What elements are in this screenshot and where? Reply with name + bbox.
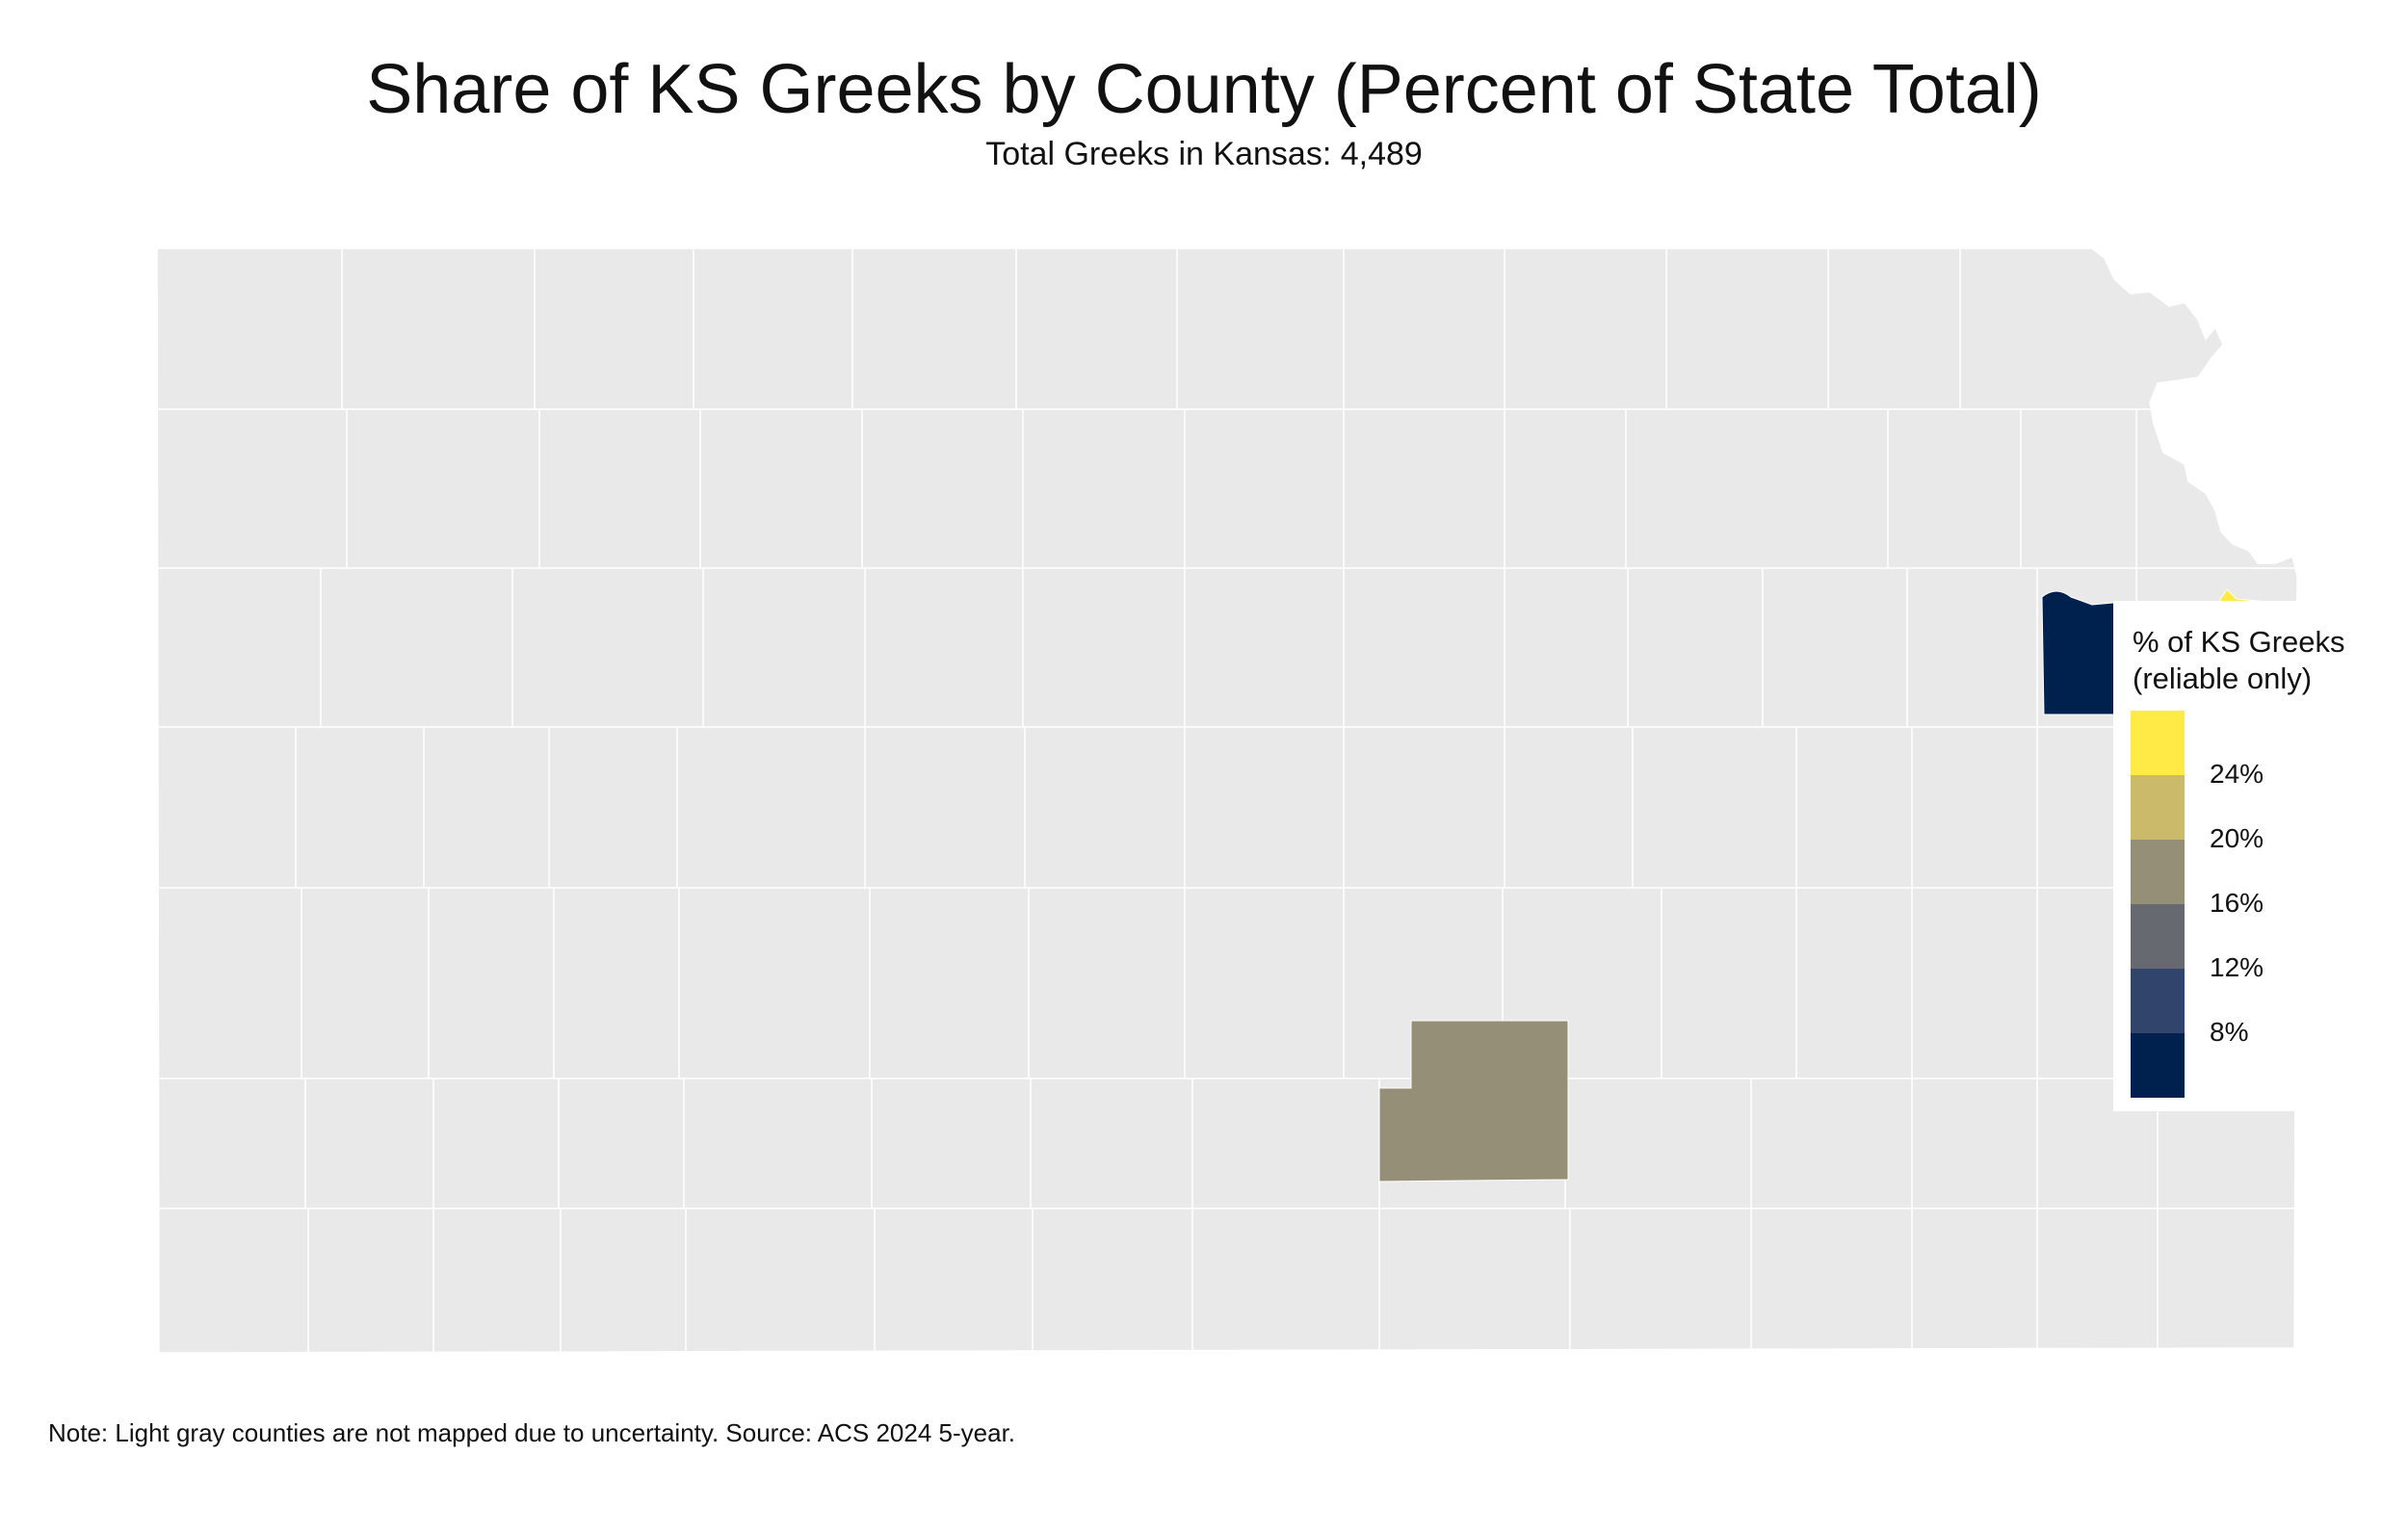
legend: % of KS Greeks (reliable only) 24% 20% 1… (2113, 601, 2408, 1111)
legend-title: % of KS Greeks (reliable only) (2133, 625, 2345, 695)
chart-title: Share of KS Greeks by County (Percent of… (366, 51, 2042, 128)
legend-swatch-5 (2131, 969, 2185, 1033)
legend-swatch-3 (2131, 840, 2185, 904)
legend-swatch-1 (2131, 711, 2185, 775)
legend-swatch-6 (2131, 1033, 2185, 1098)
chart-subtitle: Total Greeks in Kansas: 4,489 (985, 136, 1423, 172)
legend-tick-16: 16% (2210, 888, 2264, 918)
legend-tick-12: 12% (2210, 952, 2264, 982)
county-south-central-county (1378, 1020, 1569, 1182)
legend-tick-24: 24% (2210, 759, 2264, 789)
highlighted-counties-layer (1378, 588, 2298, 1182)
legend-tick-20: 20% (2210, 823, 2264, 853)
legend-swatch-4 (2131, 904, 2185, 969)
kansas-outline (156, 247, 2298, 1354)
legend-swatch-2 (2131, 775, 2185, 840)
footnote: Note: Light gray counties are not mapped… (48, 1418, 1016, 1447)
legend-tick-8: 8% (2210, 1017, 2249, 1047)
unmapped-counties-layer (156, 247, 2298, 1354)
